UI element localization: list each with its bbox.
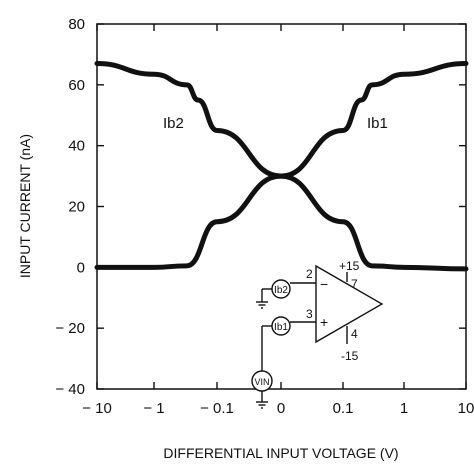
y-tick-label: − 20 [55,320,85,337]
series-line-ib1 [94,61,469,270]
x-axis: − 10 − 1 − 0.1 0 0.1 1 10 [82,24,474,417]
x-tick-label: − 10 [82,400,112,417]
x-tick-label: 0.1 [333,400,354,417]
ib1-source-label: Ib1 [274,322,288,333]
pin-3-label: 3 [306,307,313,321]
opamp-schematic [251,264,384,409]
annotation-ib2: Ib2 [163,115,184,132]
y-tick-label: 20 [68,199,85,216]
supply-negative-label: -15 [341,349,359,363]
vin-source-circle [251,370,273,392]
annotation-ib1: Ib1 [367,115,388,132]
y-tick-label: 0 [77,259,85,276]
series-layer [94,61,469,272]
series-line-ib2 [94,61,469,272]
vin-source-label: VIN [254,377,269,387]
opamp-triangle [315,264,384,344]
x-tick-label: − 0.1 [200,400,234,417]
x-tick-label: − 1 [143,400,164,417]
y-axis-title: INPUT CURRENT (nA) [17,134,33,278]
supply-positive-label: +15 [339,259,360,273]
inverting-sign: − [320,276,328,292]
pin-7-label: 7 [351,277,358,291]
x-tick-label: 1 [400,400,408,417]
pin-4-label: 4 [351,327,358,341]
x-axis-title: DIFFERENTIAL INPUT VOLTAGE (V) [163,445,398,461]
x-tick-label: 0 [277,400,285,417]
pin-2-label: 2 [306,267,313,281]
y-axis: 80 60 40 20 0 − 20 − 40 [55,16,466,398]
y-tick-label: 60 [68,77,85,94]
opamp-labels: +15 -15 2 3 7 4 − + Ib2 Ib1 VIN [254,259,359,387]
y-tick-label: − 40 [55,381,85,398]
y-tick-label: 40 [68,138,85,155]
noninverting-sign: + [320,314,328,330]
ib2-source-label: Ib2 [274,285,288,296]
y-tick-label: 80 [68,16,85,33]
x-tick-label: 10 [458,400,474,417]
